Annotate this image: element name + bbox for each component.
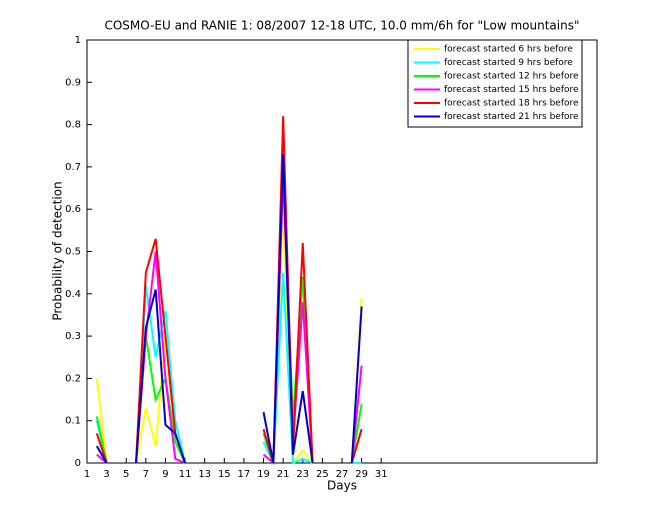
- x-tick-label: 5: [123, 469, 129, 480]
- series-line: [95, 116, 363, 464]
- y-tick-label: 0.3: [65, 331, 81, 342]
- y-tick-label: 0.4: [65, 289, 81, 300]
- chart-title: COSMO-EU and RANIE 1: 08/2007 12-18 UTC,…: [104, 19, 579, 33]
- x-tick-label: 31: [375, 469, 388, 480]
- x-tick-label: 19: [257, 469, 270, 480]
- x-axis-label: Days: [327, 479, 357, 493]
- y-tick-label: 0.5: [65, 247, 81, 258]
- legend-label: forecast started 21 hrs before: [444, 112, 579, 122]
- legend-box: [407, 39, 583, 128]
- legend-label: forecast started 9 hrs before: [444, 58, 573, 68]
- x-tick-label: 17: [238, 469, 251, 480]
- y-tick-label: 0.1: [65, 416, 81, 427]
- x-tick-label: 21: [277, 469, 290, 480]
- y-tick-label: 1: [75, 35, 81, 46]
- x-tick-label: 29: [355, 469, 368, 480]
- x-tick-label: 1: [84, 469, 90, 480]
- x-tick-label: 7: [143, 469, 149, 480]
- y-axis-label: Probability of detection: [51, 181, 65, 320]
- y-tick-label: 0.7: [65, 162, 81, 173]
- y-tick-label: 0: [75, 458, 81, 469]
- legend-label: forecast started 6 hrs before: [444, 45, 573, 55]
- x-tick-label: 23: [296, 469, 309, 480]
- y-tick-label: 0.2: [65, 373, 81, 384]
- series-line: [95, 154, 363, 464]
- x-tick-label: 15: [218, 469, 231, 480]
- series-line: [95, 166, 363, 464]
- x-tick-label: 3: [103, 469, 109, 480]
- x-tick-label: 11: [179, 469, 192, 480]
- series-line: [96, 175, 363, 466]
- x-tick-label: 25: [316, 469, 329, 480]
- legend-label: forecast started 12 hrs before: [444, 72, 579, 82]
- x-tick-label: 27: [336, 469, 349, 480]
- y-tick-label: 0.6: [65, 204, 81, 215]
- x-tick-label: 9: [162, 469, 168, 480]
- legend-label: forecast started 18 hrs before: [444, 99, 579, 109]
- y-tick-label: 0.9: [65, 77, 81, 88]
- y-tick-label: 0.8: [65, 120, 81, 131]
- legend-label: forecast started 15 hrs before: [444, 85, 579, 95]
- x-tick-label: 13: [198, 469, 211, 480]
